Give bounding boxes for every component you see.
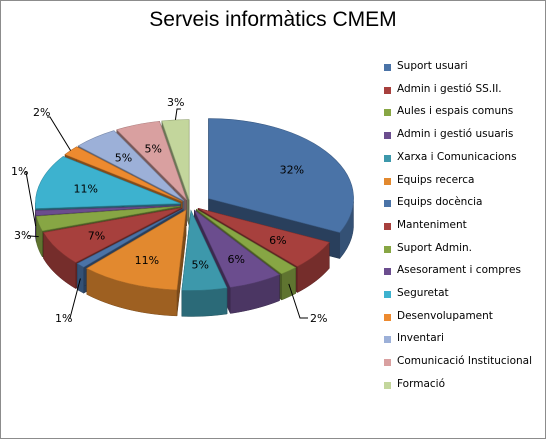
pie-tops: [34, 118, 354, 291]
pie-slice: [43, 207, 182, 263]
chart-title: Serveis informàtics CMEM: [149, 8, 397, 31]
data-label: 32%: [280, 163, 304, 176]
pie-labels: 32% 6% 2% 6% 5% 11% 1% 7% 3% 1% 11% 2% 5% 5% 3%: [11, 96, 327, 325]
pie-slice: [86, 209, 187, 291]
data-label: 6%: [269, 234, 286, 247]
data-label: 2%: [33, 106, 50, 119]
data-label: 1%: [11, 165, 28, 178]
pie-slice: [34, 205, 181, 216]
legend-label: Asesorament i compres: [397, 264, 521, 277]
pie-slice: [35, 156, 181, 209]
pie-slice: [196, 208, 297, 275]
data-label: 3%: [167, 96, 184, 109]
legend-swatch: [384, 86, 391, 94]
leader-line: [174, 108, 181, 120]
leader-line: [69, 278, 81, 319]
legend-swatch: [384, 291, 391, 298]
pie-slice: [208, 118, 354, 233]
pie-slice: [181, 209, 228, 291]
leader-line: [288, 283, 308, 319]
legend-label: Manteniment: [397, 218, 467, 231]
pie-slice: [193, 209, 281, 288]
legend-swatch: [384, 245, 391, 253]
data-label: 6%: [228, 253, 245, 266]
legend-swatch: [384, 359, 391, 367]
legend-swatch: [384, 222, 391, 230]
data-label: 5%: [144, 143, 161, 156]
legend-swatch: [384, 109, 391, 117]
legend-swatch: [384, 177, 391, 185]
pie-slice: [76, 208, 184, 268]
leader-line: [25, 171, 37, 227]
legend-label: Seguretat: [397, 287, 449, 299]
legend-label: Formació: [397, 377, 445, 390]
legend-label: Suport Admin.: [397, 241, 472, 254]
legend-swatch: [384, 313, 391, 321]
legend-swatch: [384, 381, 391, 389]
data-label: 5%: [115, 152, 132, 165]
legend-label: Inventari: [397, 332, 444, 345]
legend-swatch: [384, 268, 391, 276]
data-label: 5%: [191, 259, 208, 272]
legend-label: Xarxa i Comunicacions: [397, 150, 517, 163]
data-label: 7%: [88, 229, 105, 242]
data-label: 3%: [14, 229, 31, 242]
legend-label: Admin i gestió usuaris: [397, 128, 514, 141]
leader-line: [28, 235, 39, 238]
legend-swatch: [384, 200, 391, 208]
pie-slice: [116, 120, 187, 201]
legend-swatch: [384, 336, 391, 344]
legend-swatch: [384, 64, 391, 71]
legend-label: Aules i espais comuns: [397, 105, 514, 118]
legend-label: Comunicació Institucional: [397, 355, 533, 368]
data-label: 1%: [55, 312, 72, 325]
pie-slice: [197, 207, 330, 267]
data-label: 11%: [135, 254, 159, 267]
legend-swatch: [384, 154, 391, 162]
leader-line: [47, 116, 71, 151]
pie-slice: [36, 205, 181, 232]
legend-label: Suport usuari: [397, 60, 468, 72]
legend-label: Equips docència: [397, 196, 483, 209]
data-label: 2%: [310, 312, 327, 325]
pie-slice: [77, 130, 185, 201]
legend-swatch: [384, 132, 391, 140]
legend-label: Admin i gestió SS.II.: [397, 82, 502, 95]
data-label: 11%: [73, 182, 97, 195]
legend-label: Desenvolupament: [397, 309, 493, 322]
legend-label: Equips recerca: [397, 173, 475, 186]
